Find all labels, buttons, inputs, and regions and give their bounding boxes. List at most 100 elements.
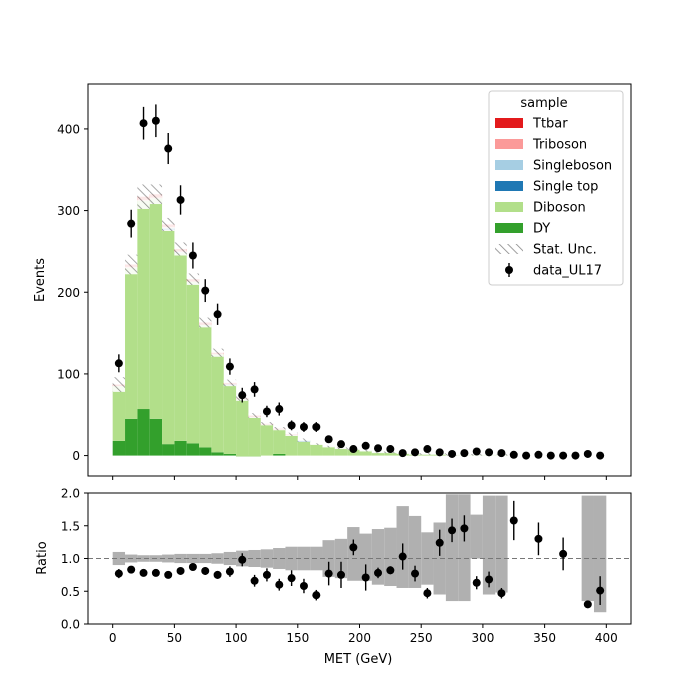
bar-dy bbox=[223, 453, 237, 456]
ratio-unc-band bbox=[223, 551, 237, 566]
stat-unc-hatch bbox=[322, 445, 335, 448]
data-point bbox=[374, 444, 383, 453]
legend-swatch bbox=[495, 202, 523, 212]
legend-label: DY bbox=[533, 222, 550, 237]
legend-label: Single top bbox=[533, 180, 598, 195]
bar-dy bbox=[125, 418, 138, 456]
data-point bbox=[571, 451, 580, 460]
ratio-point bbox=[361, 573, 370, 582]
main-y-axis: 0 100 200 300 400 bbox=[57, 122, 88, 463]
x-tick-label: 250 bbox=[410, 631, 433, 645]
data-point bbox=[559, 451, 568, 460]
data-point bbox=[213, 310, 222, 319]
bar-diboson bbox=[297, 441, 311, 456]
data-point bbox=[127, 219, 136, 228]
bar-diboson bbox=[199, 324, 212, 448]
stat-unc-hatch bbox=[223, 379, 237, 387]
ratio-point bbox=[238, 555, 247, 564]
main-panel: 0 100 200 300 400 Events sample Ttbar Triboson… bbox=[33, 83, 632, 480]
ratio-unc-band bbox=[297, 546, 311, 571]
y-tick-label: 400 bbox=[57, 122, 80, 136]
stat-unc-hatch bbox=[421, 453, 434, 455]
legend-label: Diboson bbox=[533, 201, 586, 216]
legend-label: data_UL17 bbox=[533, 264, 602, 279]
ratio-unc-band bbox=[137, 555, 150, 562]
stat-unc-hatch bbox=[125, 254, 138, 275]
bar-diboson bbox=[310, 444, 323, 456]
ratio-point bbox=[151, 568, 160, 577]
ratio-point bbox=[398, 552, 407, 561]
ratio-point bbox=[176, 566, 185, 575]
ratio-point bbox=[559, 549, 568, 558]
ratio-point bbox=[534, 534, 543, 543]
data-point bbox=[398, 449, 407, 458]
ratio-point bbox=[262, 570, 271, 579]
stat-unc-hatch bbox=[297, 438, 311, 442]
bar-dy bbox=[137, 409, 150, 456]
ratio-x-axis: 0 50 100 150 200 250 300 350 400 bbox=[109, 624, 618, 645]
data-point bbox=[250, 385, 259, 394]
stat-unc-hatch bbox=[149, 184, 163, 205]
ratio-point bbox=[423, 589, 432, 598]
bar-diboson bbox=[137, 200, 150, 410]
bar-dy bbox=[186, 443, 200, 456]
bar-diboson bbox=[384, 452, 397, 456]
stat-unc-hatch bbox=[371, 451, 385, 454]
legend-label: Triboson bbox=[532, 138, 587, 153]
data-point bbox=[324, 435, 333, 444]
ratio-unc-band bbox=[248, 549, 261, 568]
y-tick-label: 200 bbox=[57, 286, 80, 300]
ratio-unc-band bbox=[482, 495, 496, 595]
ratio-point bbox=[250, 576, 259, 585]
ratio-unc-band bbox=[199, 553, 212, 564]
main-y-axis-label: Events bbox=[33, 258, 48, 302]
data-point bbox=[546, 451, 555, 460]
ratio-point bbox=[374, 568, 383, 577]
bar-diboson bbox=[359, 450, 372, 456]
data-point bbox=[238, 391, 247, 400]
ratio-unc-band bbox=[359, 533, 372, 581]
data-point bbox=[275, 405, 284, 414]
ratio-point bbox=[460, 524, 469, 533]
ratio-point bbox=[201, 566, 210, 575]
stat-unc-hatch bbox=[310, 443, 323, 445]
ratio-point bbox=[509, 516, 518, 525]
data-point bbox=[176, 195, 185, 204]
legend-marker bbox=[505, 266, 513, 274]
x-tick-label: 200 bbox=[348, 631, 371, 645]
ratio-unc-band bbox=[273, 548, 286, 569]
bar-diboson bbox=[174, 253, 187, 441]
data-point bbox=[201, 286, 210, 295]
data-point bbox=[287, 421, 296, 430]
x-tick-label: 0 bbox=[109, 631, 117, 645]
data-point bbox=[522, 451, 531, 460]
stat-unc-hatch bbox=[211, 348, 224, 357]
data-point bbox=[485, 448, 494, 457]
legend: sample Ttbar Triboson Singleboson Single top… bbox=[488, 90, 624, 286]
main-plot-content bbox=[112, 104, 605, 460]
bar-diboson bbox=[125, 267, 138, 419]
data-point bbox=[139, 119, 148, 128]
stat-unc-hatch bbox=[248, 413, 261, 419]
data-point bbox=[448, 449, 457, 458]
data-point bbox=[114, 359, 123, 368]
bar-dy bbox=[211, 452, 224, 456]
data-point bbox=[299, 423, 308, 431]
data-point bbox=[534, 450, 543, 459]
legend-swatch bbox=[495, 160, 523, 170]
x-tick-label: 300 bbox=[471, 631, 494, 645]
stat-unc-hatch bbox=[285, 432, 298, 436]
ratio-y-tick-label: 0.0 bbox=[61, 618, 80, 632]
ratio-point bbox=[324, 569, 333, 578]
stat-unc-hatch bbox=[334, 447, 348, 450]
bar-dy bbox=[162, 444, 175, 456]
data-point bbox=[423, 445, 432, 454]
data-point bbox=[336, 440, 345, 449]
ratio-point bbox=[312, 591, 321, 600]
ratio-point bbox=[225, 567, 234, 576]
ratio-unc-band bbox=[581, 495, 594, 602]
stat-unc-hatch bbox=[199, 317, 212, 328]
ratio-point bbox=[583, 600, 592, 609]
legend-title: sample bbox=[520, 96, 567, 111]
